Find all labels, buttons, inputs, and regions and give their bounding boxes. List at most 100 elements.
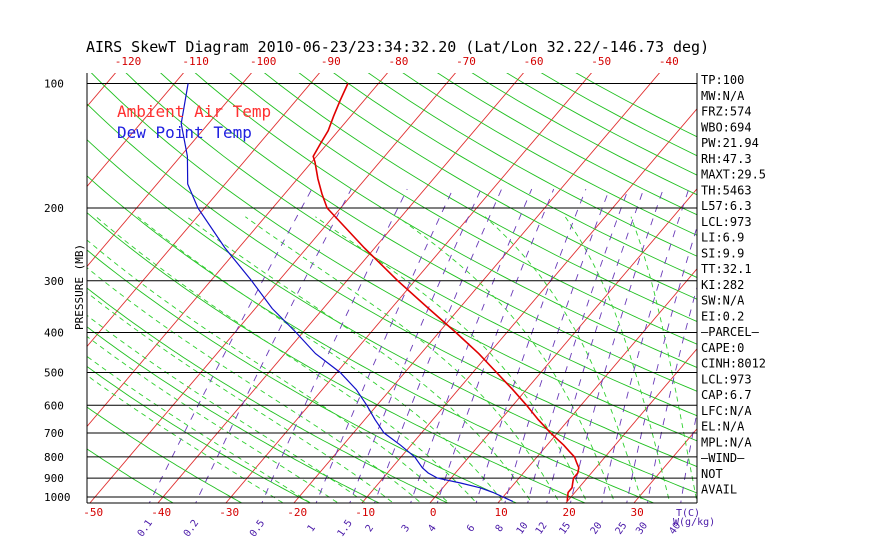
isotherm-line [565,348,697,503]
moist-adiabat-line [137,216,505,503]
mixing-ratio-line [647,285,697,503]
legend-ambient-air-temp: Ambient Air Temp [117,102,271,121]
isotherm-line [361,108,697,503]
ambient-air-temp-line [312,83,580,502]
dry-adiabat-line [333,73,697,278]
moist-adiabat-line [484,216,643,503]
profile-lines [180,83,580,502]
stability-index-item: SW:N/A [701,294,745,308]
stability-index-item: WBO:694 [701,120,752,134]
stability-index-item: EL:N/A [701,420,745,434]
stability-index-item: TP:100 [701,73,744,87]
dry-adiabat-line [229,73,697,345]
temperature-tick-label: -10 [355,506,375,519]
pressure-tick-label: 100 [44,78,64,91]
dry-adiabat-line [298,73,697,300]
pressure-tick-label: 500 [44,367,64,380]
isotherm-line [497,268,697,503]
dry-adiabat-line [87,365,312,503]
temperature-tick-label: 10 [495,506,508,519]
mixing-ratio-line [261,188,408,503]
top-temperature-tick-label: -90 [321,55,341,68]
pressure-tick-label: 200 [44,202,64,215]
mixing-ratio-line [315,188,454,503]
mixing-ratio-line [475,188,587,503]
dry-adiabat-line [87,406,243,503]
mixing-ratio-line [374,188,503,503]
stability-index-item: LI:6.9 [701,231,744,245]
mixing-ratio-tick-label: 3 [400,523,412,534]
moist-adiabat-line [87,292,394,503]
moist-adiabat-line [87,374,284,503]
mixing-ratio-line [527,188,629,503]
temperature-tick-label: -40 [151,506,171,519]
temperature-tick-label: 30 [631,506,644,519]
mixing-ratio-tick-label: 6 [465,523,477,534]
temperature-tick-label: -30 [219,506,239,519]
temperature-tick-label: -20 [287,506,307,519]
moist-adiabat-line [87,355,312,503]
pressure-tick-label: 700 [44,427,64,440]
moist-adiabat-line [95,216,478,503]
isotherm-line [87,73,184,188]
moist-adiabat-line [87,267,422,503]
mixing-ratio-unit-label: W(g/kg) [673,517,715,528]
top-temperature-tick-label: -70 [456,55,476,68]
stability-index-item: NOT [701,467,723,481]
mixing-ratio-tick-label: 2 [364,523,376,534]
temperature-tick-label: 0 [430,506,437,519]
isotherm-line [89,73,456,503]
mixing-ratio-line [626,225,697,503]
mixing-ratio-tick-label: 4 [426,523,438,534]
dry-adiabat-line [263,73,697,322]
dry-adiabat-line [87,448,175,503]
stability-index-item: AVAIL [701,483,737,497]
stability-index-item: MAXT:29.5 [701,168,766,182]
stability-index-item: EI:0.2 [701,309,744,323]
mixing-ratio-line [195,188,352,503]
temperature-tick-label: 20 [563,506,576,519]
pressure-tick-label: 1000 [44,491,71,504]
dry-adiabat-line [87,287,449,503]
pressure-tick-label: 600 [44,399,64,412]
stability-index-item: LCL:973 [701,215,752,229]
dry-adiabat-line [87,249,518,503]
mixing-ratio-line [410,188,533,503]
dry-adiabat-line [90,73,697,442]
x-axis-unit-label: T(C) [676,508,700,519]
isobars [87,83,697,498]
isotherm-line [87,73,252,268]
top-temperature-tick-label: -80 [388,55,408,68]
dry-adiabat-line [194,73,697,368]
mixing-ratio-line [601,188,690,503]
top-temperature-tick-label: -110 [182,55,209,68]
isotherm-line [633,428,697,503]
legend-dew-point-temp: Dew Point Temp [117,123,252,142]
mixing-ratio-tick-label: 1 [306,523,318,534]
stability-index-item: TT:32.1 [701,262,752,276]
chart-title: AIRS SkewT Diagram 2010-06-23/23:34:32.2… [86,38,709,56]
dry-adiabat-line [87,175,655,503]
stability-index-item: MW:N/A [701,89,745,103]
stability-index-item: L57:6.3 [701,199,752,213]
mixing-ratio-line [349,188,482,503]
moist-adiabat-line [245,216,561,503]
mixing-ratio-tick-label: 8 [494,523,506,534]
stability-index-item: SI:9.9 [701,246,744,260]
dry-adiabat-line [367,73,697,257]
top-temperature-tick-label: -100 [250,55,277,68]
stability-index-item: CINH:8012 [701,357,766,371]
stability-index-item: MPL:N/A [701,435,752,449]
isotherm-line [87,73,320,348]
stability-index-item: —WIND— [701,451,745,465]
dew-point-temp-line [180,83,514,502]
moist-adiabat-line [630,216,697,503]
moist-adiabat-line [87,239,450,503]
isotherm-line [293,73,660,503]
mixing-ratio-line [148,188,313,503]
moist-adiabat-line [315,216,588,503]
y-axis-label: PRESSURE (MB) [73,244,86,330]
moist-adiabat-line [87,335,339,503]
stability-index-item: CAP:6.7 [701,388,752,402]
stability-index-item: —PARCEL— [701,325,760,339]
